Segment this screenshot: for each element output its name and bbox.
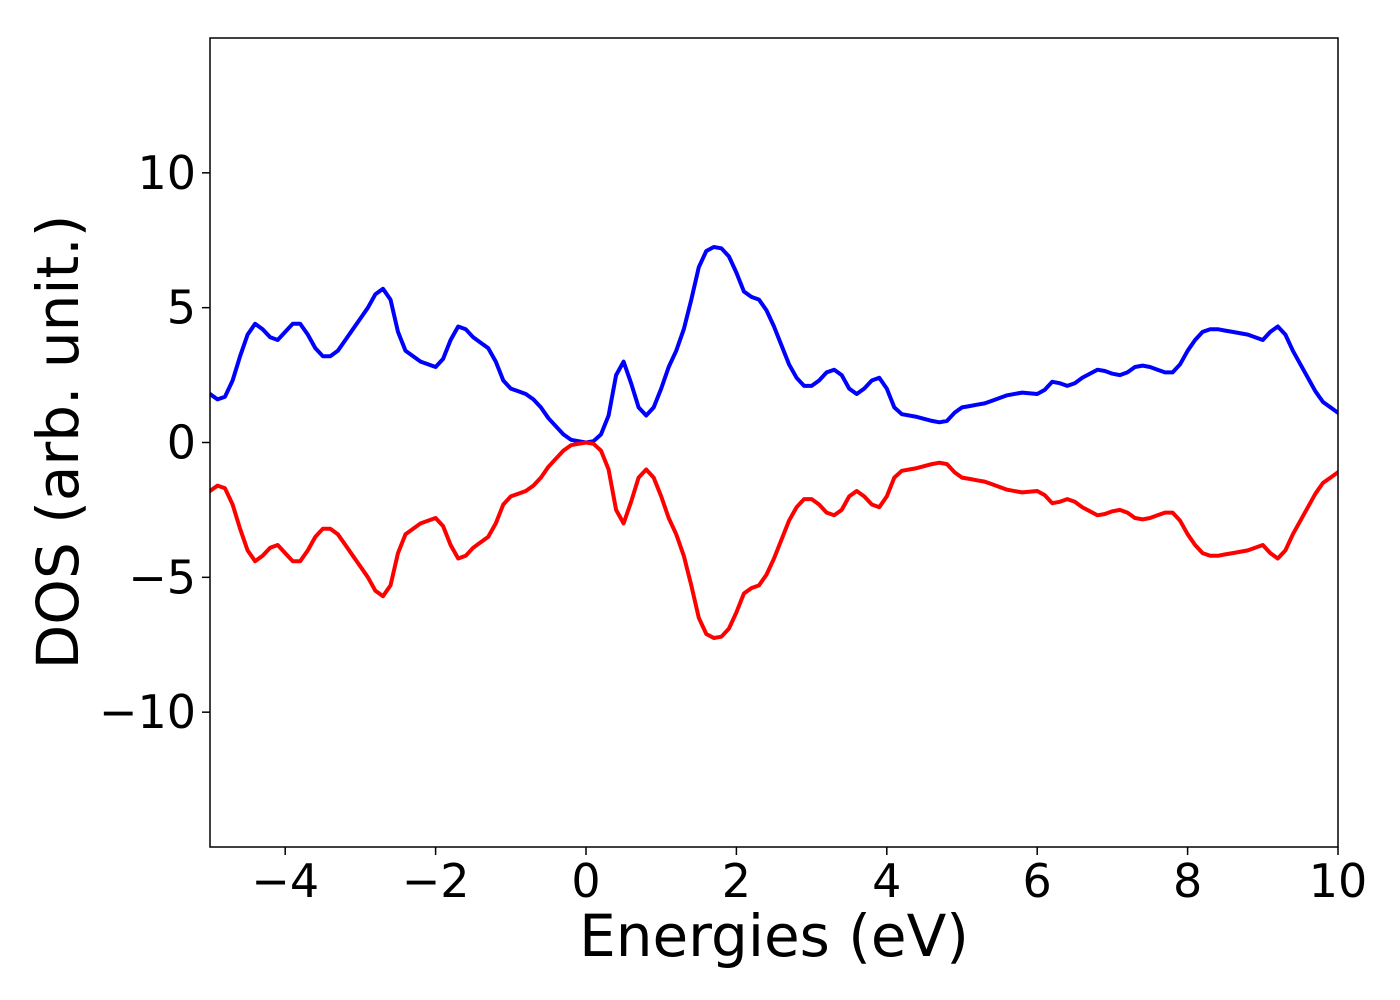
x-tick-label: 4 (872, 854, 901, 908)
plot-frame (209, 37, 1339, 848)
x-tick-label: 8 (1173, 854, 1202, 908)
y-tick-label: −10 (99, 685, 196, 739)
x-axis-ticks: −4 −2 0 2 4 6 8 10 (251, 847, 1367, 908)
x-axis-label: Energies (eV) (579, 902, 969, 970)
y-tick-label: 5 (167, 281, 196, 335)
x-tick-label: 6 (1023, 854, 1052, 908)
y-axis-label: DOS (arb. unit.) (24, 215, 92, 670)
x-tick-label: 10 (1309, 854, 1368, 908)
x-tick-label: 0 (571, 854, 600, 908)
y-tick-label: 10 (137, 146, 196, 200)
x-tick-label: 2 (722, 854, 751, 908)
x-tick-label: −4 (251, 854, 319, 908)
series-layer (210, 245, 1338, 640)
series-line-2 (210, 440, 1338, 640)
y-tick-label: 0 (167, 416, 196, 470)
y-tick-label: −5 (128, 550, 196, 604)
x-tick-label: −2 (402, 854, 470, 908)
series-line-1 (210, 245, 1338, 445)
y-axis-ticks: −10 −5 0 5 10 (99, 146, 210, 739)
